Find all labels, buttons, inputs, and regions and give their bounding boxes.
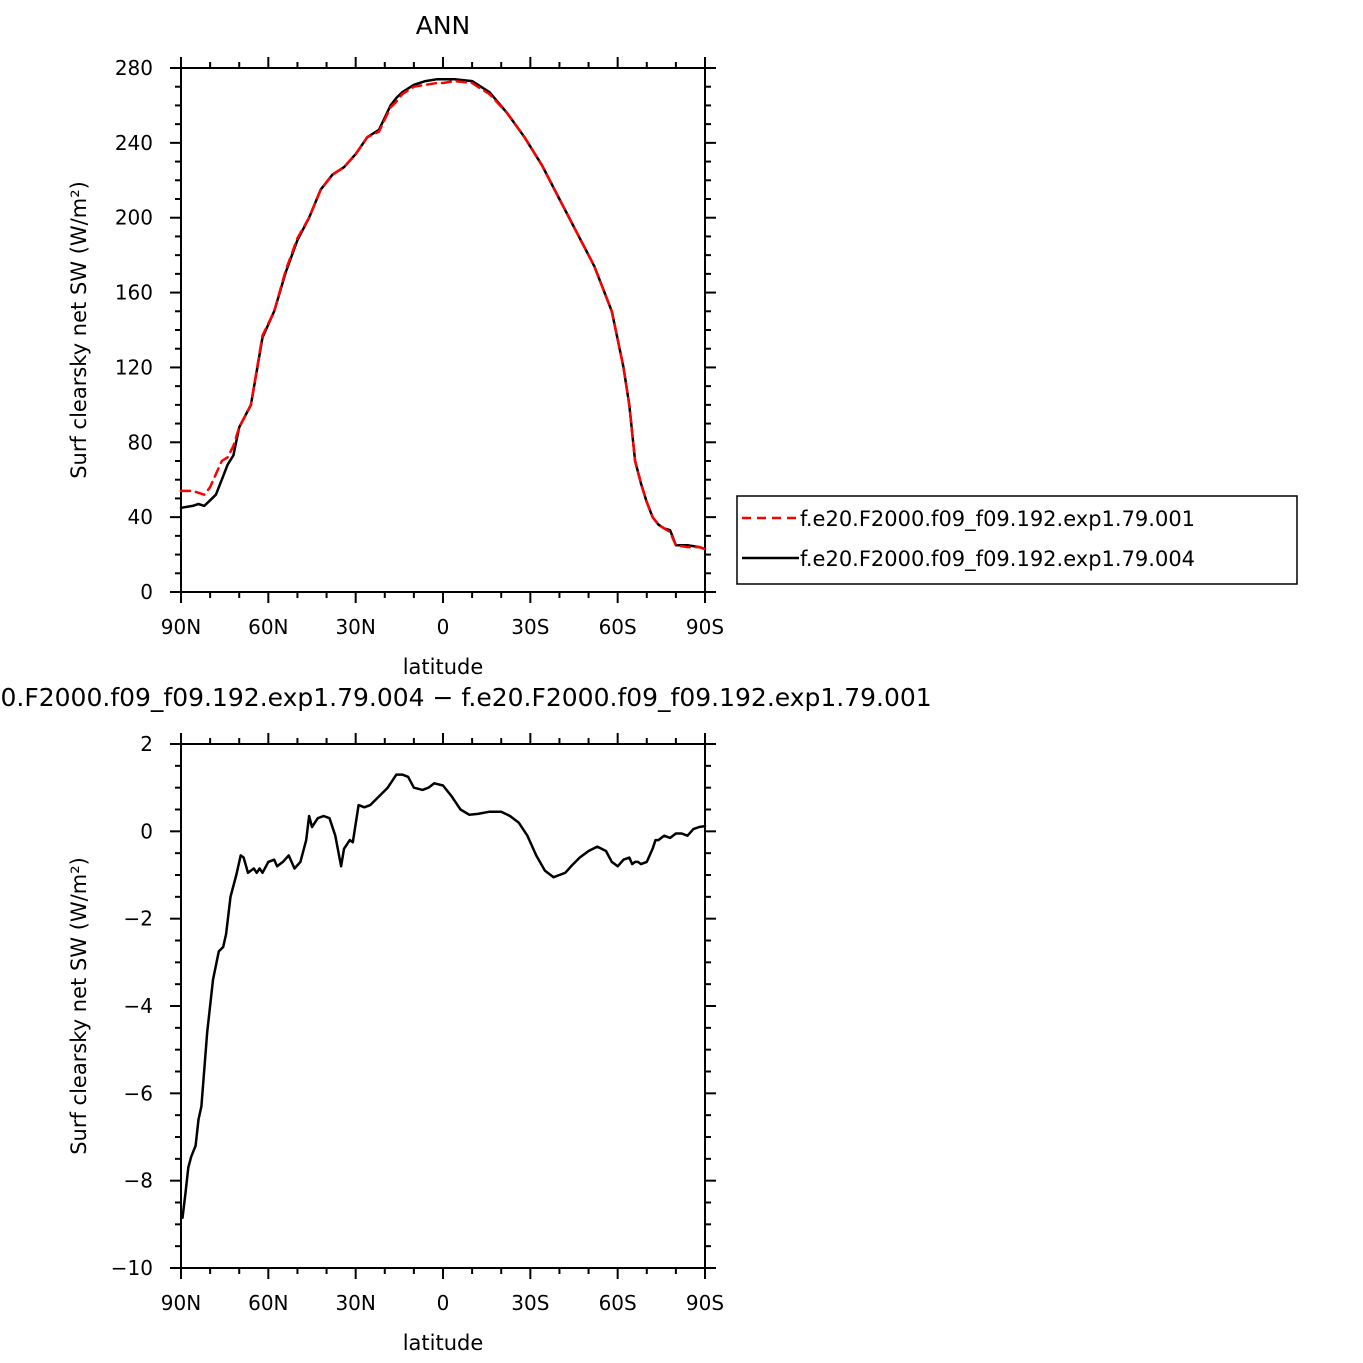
y-tick-label: −10: [111, 1256, 153, 1280]
y-tick-label: 80: [128, 430, 153, 454]
x-tick-label: 90N: [161, 1291, 201, 1315]
legend-entry-1: f.e20.F2000.f09_f09.192.exp1.79.001: [800, 507, 1195, 532]
y-tick-label: −4: [124, 994, 153, 1018]
y-tick-label: 280: [115, 56, 153, 80]
y-tick-label: 240: [115, 131, 153, 155]
chart-2: f.e20.F2000.f09_f09.192.exp1.79.004 − f.…: [0, 683, 932, 1355]
y-tick-label: 0: [140, 819, 153, 843]
y-tick-label: 200: [115, 206, 153, 230]
y-tick-label: 0: [140, 580, 153, 604]
x-tick-label: 90S: [686, 1291, 724, 1315]
series-line-2: [179, 77, 707, 551]
y-tick-label: 160: [115, 281, 153, 305]
x-axis-title: latitude: [403, 1331, 484, 1355]
x-tick-label: 30N: [335, 615, 375, 639]
x-tick-label: 30N: [335, 1291, 375, 1315]
x-tick-label: 0: [437, 615, 450, 639]
x-tick-label: 0: [437, 1291, 450, 1315]
legend: f.e20.F2000.f09_f09.192.exp1.79.001 f.e20…: [736, 495, 1298, 585]
x-tick-label: 60N: [248, 1291, 288, 1315]
y-tick-label: −8: [124, 1169, 153, 1193]
y-tick-label: −6: [124, 1081, 153, 1105]
y-tick-label: 120: [115, 355, 153, 379]
series-line-1: [179, 79, 707, 551]
x-tick-label: 60S: [599, 615, 637, 639]
x-axis-title: latitude: [403, 655, 484, 679]
chart-title: ANN: [416, 11, 471, 40]
y-tick-label: 40: [128, 505, 153, 529]
chart-1: ANN 90N 60N 30N 0 30S 60S 90S 0 40 80 120 160 200 240 2…: [67, 11, 1298, 679]
legend-entry-2: f.e20.F2000.f09_f09.192.exp1.79.004: [800, 547, 1195, 572]
x-tick-label: 30S: [511, 1291, 549, 1315]
x-tick-label: 90S: [686, 615, 724, 639]
x-tick-label: 90N: [161, 615, 201, 639]
y-tick-label: −2: [124, 907, 153, 931]
y-axis-title: Surf clearsky net SW (W/m²): [67, 857, 91, 1155]
chart-title: f.e20.F2000.f09_f09.192.exp1.79.004 − f.…: [0, 683, 932, 712]
legend-box: [736, 495, 1298, 585]
x-tick-label: 60N: [248, 615, 288, 639]
x-tick-label: 60S: [599, 1291, 637, 1315]
y-axis-title: Surf clearsky net SW (W/m²): [67, 181, 91, 479]
plot-frame: [180, 67, 706, 593]
y-tick-label: 2: [140, 732, 153, 756]
series-line-1: [181, 773, 707, 1220]
x-tick-label: 30S: [511, 615, 549, 639]
plot-frame: [180, 743, 706, 1269]
